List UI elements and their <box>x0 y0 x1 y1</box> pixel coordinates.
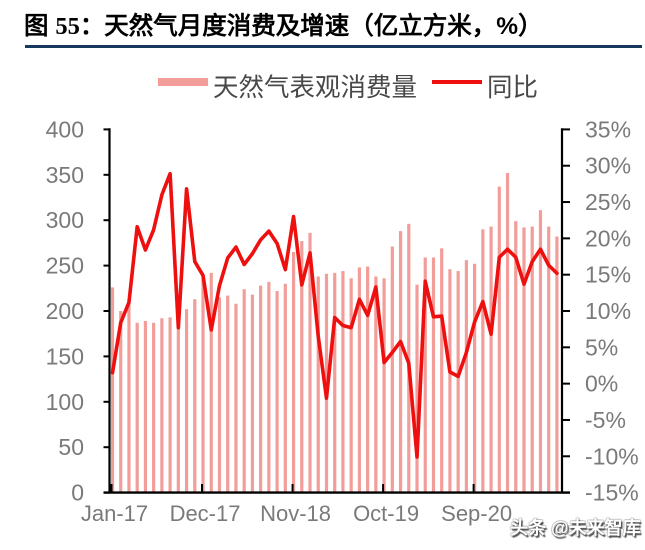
svg-text:5%: 5% <box>585 334 618 360</box>
svg-text:150: 150 <box>46 343 84 369</box>
svg-text:Dec-17: Dec-17 <box>170 501 241 526</box>
svg-text:0%: 0% <box>585 371 618 397</box>
svg-text:25%: 25% <box>585 189 631 215</box>
svg-text:15%: 15% <box>585 262 631 288</box>
svg-text:200: 200 <box>46 298 84 324</box>
svg-text:-10%: -10% <box>585 443 639 469</box>
svg-text:250: 250 <box>46 253 84 279</box>
svg-text:50: 50 <box>58 434 84 460</box>
svg-text:Nov-18: Nov-18 <box>260 501 331 526</box>
svg-text:20%: 20% <box>585 225 631 251</box>
svg-text:300: 300 <box>46 207 84 233</box>
svg-text:30%: 30% <box>585 153 631 179</box>
svg-text:-5%: -5% <box>585 407 626 433</box>
svg-text:10%: 10% <box>585 298 631 324</box>
svg-text:100: 100 <box>46 389 84 415</box>
svg-text:0: 0 <box>71 480 84 506</box>
svg-text:400: 400 <box>46 116 84 142</box>
svg-text:Jan-17: Jan-17 <box>81 501 148 526</box>
svg-text:350: 350 <box>46 162 84 188</box>
svg-text:35%: 35% <box>585 116 631 142</box>
svg-text:-15%: -15% <box>585 480 639 506</box>
svg-text:Oct-19: Oct-19 <box>353 501 419 526</box>
svg-text:Sep-20: Sep-20 <box>441 501 512 526</box>
